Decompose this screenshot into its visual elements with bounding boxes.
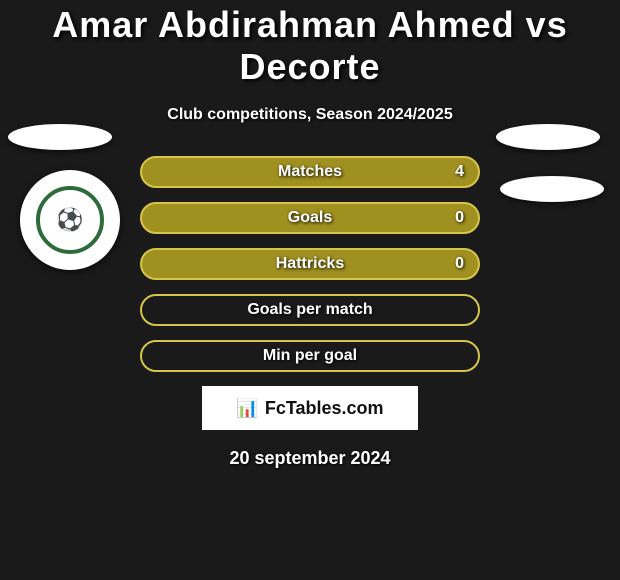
date-label: 20 september 2024 bbox=[0, 448, 620, 469]
stat-label: Goals bbox=[288, 209, 332, 227]
stats-list: Matches 4 Goals 0 Hattricks 0 Goals per match M… bbox=[140, 156, 480, 372]
stat-label: Min per goal bbox=[263, 347, 357, 365]
stat-value: 4 bbox=[455, 163, 464, 181]
stat-value: 0 bbox=[455, 209, 464, 227]
stat-row: Min per goal bbox=[140, 340, 480, 372]
chart-icon: 📊 bbox=[236, 398, 258, 419]
left-club-logo: ⚽ bbox=[20, 170, 120, 270]
stat-row: Goals 0 bbox=[140, 202, 480, 234]
page-title: Amar Abdirahman Ahmed vs Decorte bbox=[0, 0, 620, 88]
club-badge-icon: ⚽ bbox=[36, 186, 104, 254]
stat-label: Hattricks bbox=[276, 255, 344, 273]
stat-row: Matches 4 bbox=[140, 156, 480, 188]
brand-label: FcTables.com bbox=[265, 398, 384, 419]
right-small-ellipse-1 bbox=[496, 124, 600, 150]
subtitle: Club competitions, Season 2024/2025 bbox=[0, 106, 620, 124]
stat-label: Goals per match bbox=[247, 301, 372, 319]
soccer-ball-icon: ⚽ bbox=[56, 207, 83, 233]
stat-label: Matches bbox=[278, 163, 342, 181]
brand-box[interactable]: 📊 FcTables.com bbox=[202, 386, 418, 430]
stat-row: Goals per match bbox=[140, 294, 480, 326]
right-small-ellipse-2 bbox=[500, 176, 604, 202]
stat-value: 0 bbox=[455, 255, 464, 273]
stat-row: Hattricks 0 bbox=[140, 248, 480, 280]
left-small-ellipse bbox=[8, 124, 112, 150]
root-container: Amar Abdirahman Ahmed vs Decorte Club co… bbox=[0, 0, 620, 580]
